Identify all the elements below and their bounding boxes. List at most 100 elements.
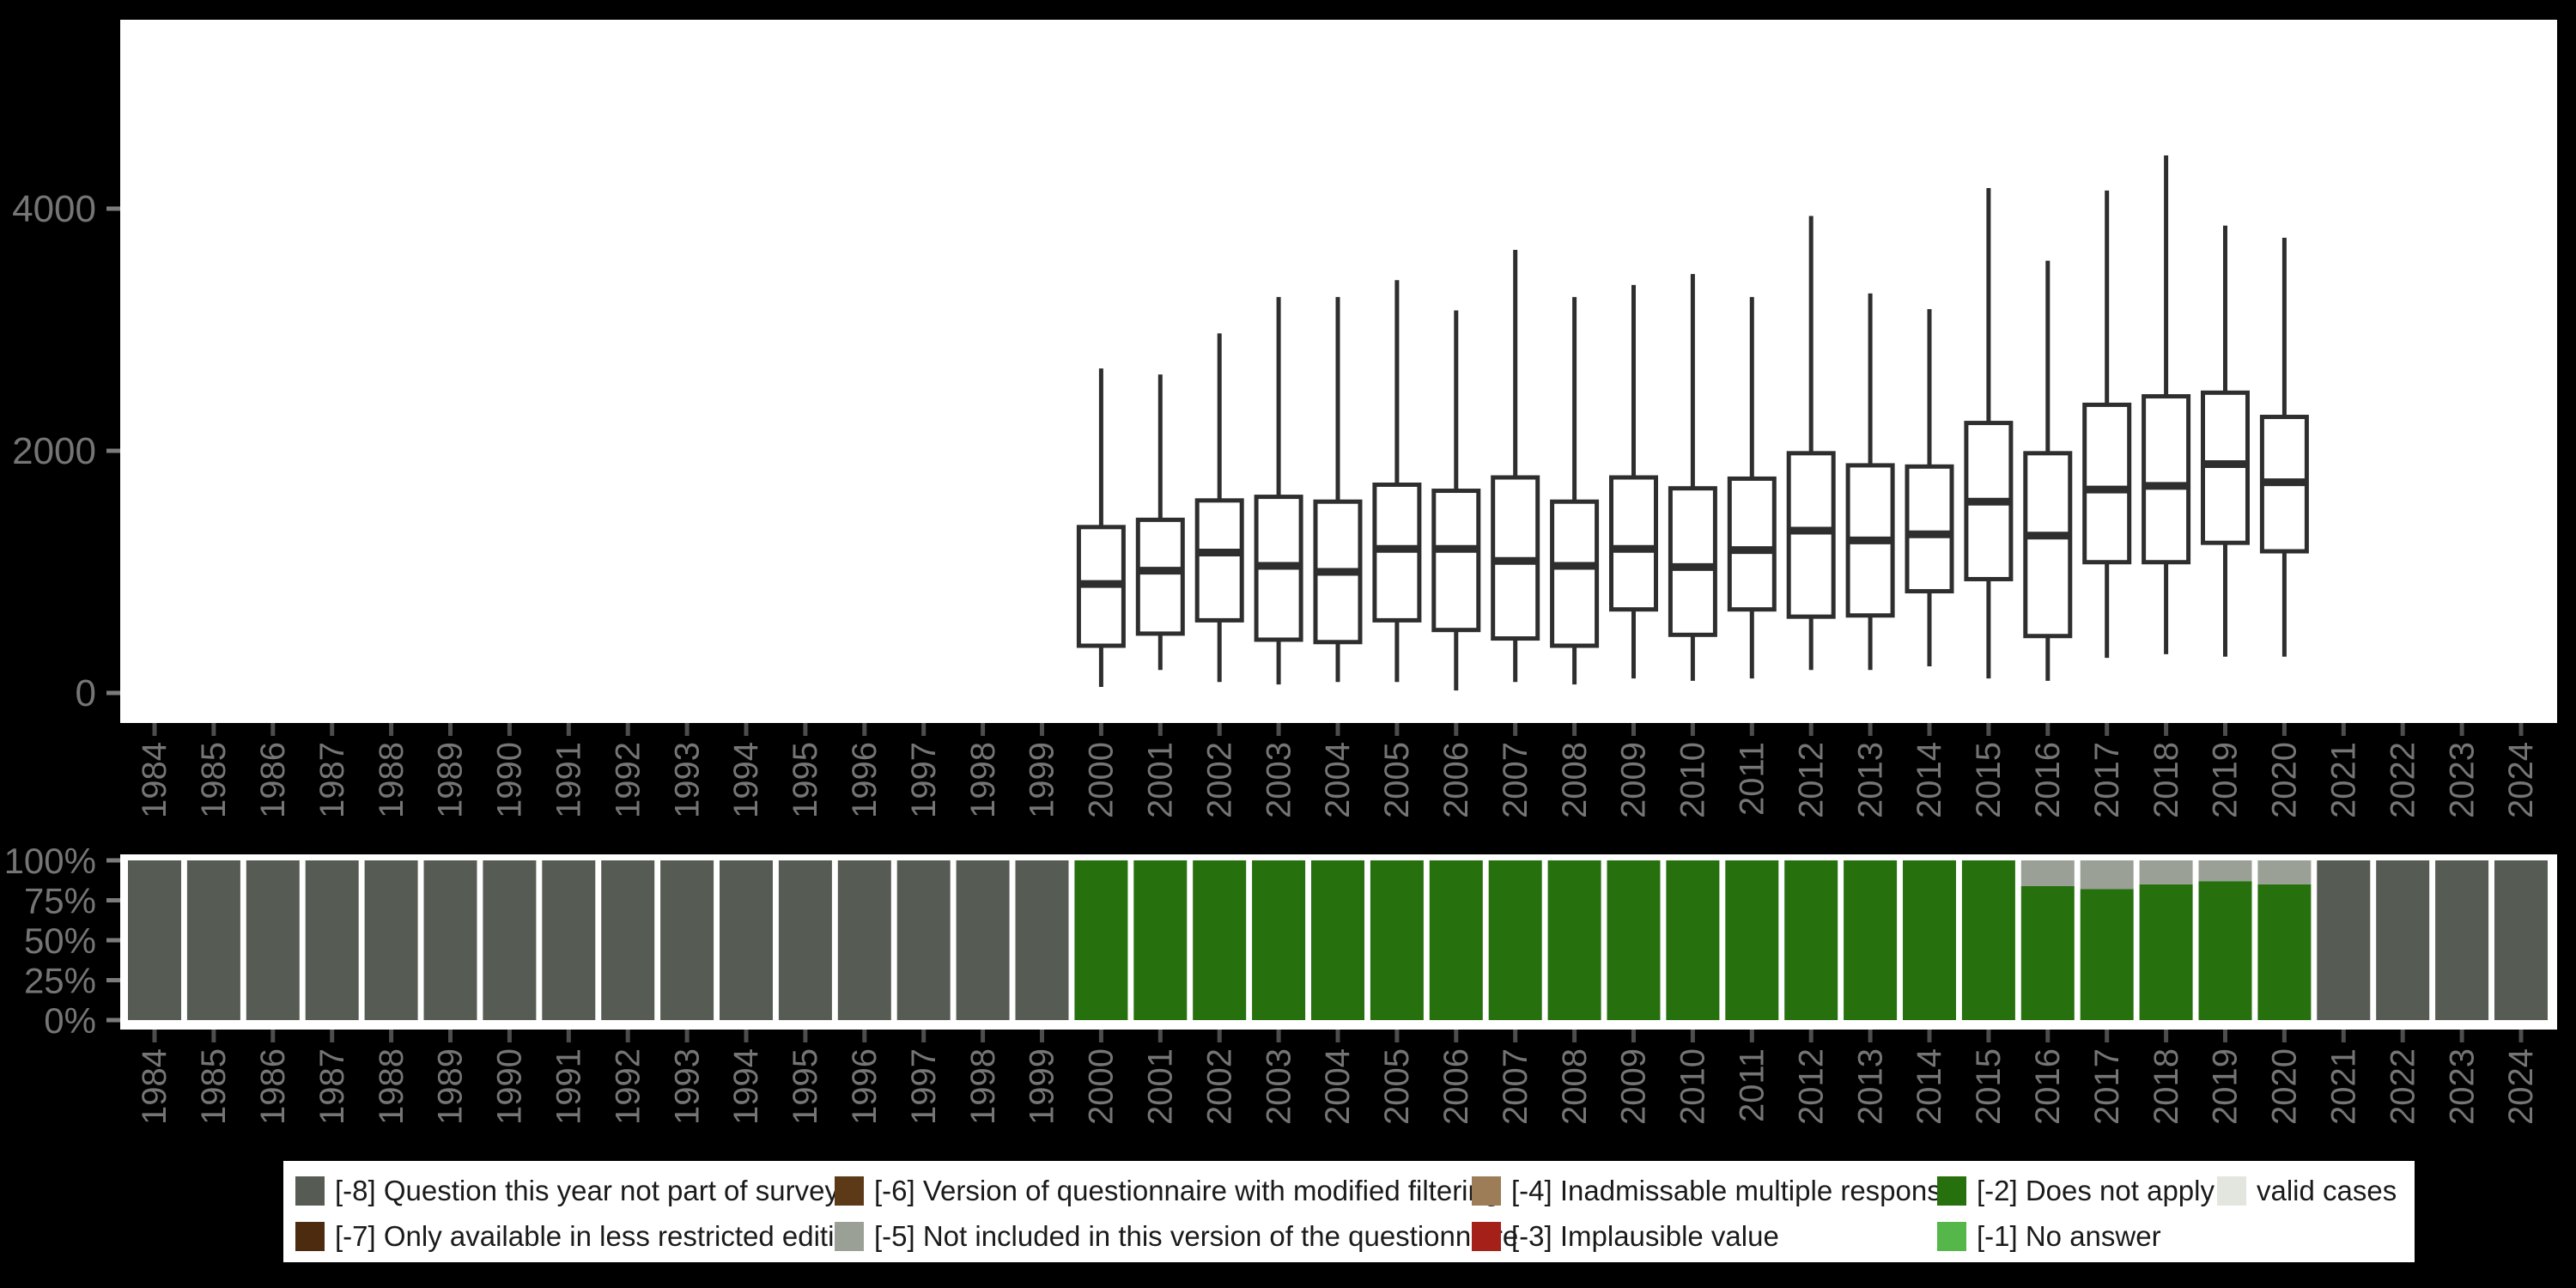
- y-tick-label: 25%: [24, 961, 96, 1001]
- bar-2022: [2376, 860, 2430, 1020]
- iqr-box: [1905, 464, 1954, 594]
- bar-1998: [956, 860, 1010, 1020]
- bar-2000: [1074, 860, 1128, 1020]
- bar-segment-2016--5: [2020, 860, 2075, 886]
- bar-segment-2009--2: [1607, 860, 1661, 1020]
- boxplot-2016: [2023, 260, 2073, 681]
- x-tick-label-2012: 2012: [1792, 1048, 1830, 1125]
- iqr-box: [1431, 489, 1481, 633]
- iqr-box: [2082, 402, 2132, 565]
- bar-1985: [186, 860, 240, 1020]
- bar-segment-1986--8: [246, 860, 300, 1020]
- boxplot-2018: [2142, 155, 2191, 654]
- bar-1984: [128, 860, 181, 1020]
- boxplot-2017: [2082, 190, 2132, 659]
- x-tick-label-1994: 1994: [727, 742, 765, 818]
- legend-swatch--1: [1937, 1222, 1966, 1251]
- x-tick-label-2024: 2024: [2502, 742, 2540, 818]
- boxplot-2007: [1491, 249, 1540, 683]
- bar-segment-1997--8: [896, 860, 951, 1020]
- x-tick-label-2013: 2013: [1851, 742, 1889, 818]
- bar-1993: [660, 860, 714, 1020]
- x-tick-label-2006: 2006: [1437, 1048, 1475, 1125]
- legend-label--4: [-4] Inadmissable multiple response: [1511, 1175, 1958, 1206]
- x-tick-label-2000: 2000: [1083, 1048, 1121, 1125]
- iqr-box: [1609, 475, 1658, 612]
- x-tick-label-2001: 2001: [1142, 1048, 1180, 1125]
- legend-label--3: [-3] Implausible value: [1511, 1220, 1779, 1252]
- x-tick-label-2016: 2016: [2029, 742, 2067, 818]
- bar-segment-2018--2: [2139, 884, 2193, 1020]
- bar-segment-2019--2: [2198, 881, 2252, 1020]
- legend-label--2: [-2] Does not apply: [1977, 1175, 2215, 1206]
- x-tick-label-2024: 2024: [2502, 1048, 2540, 1125]
- legend-label--5: [-5] Not included in this version of the…: [874, 1220, 1519, 1252]
- bar-segment-1988--8: [364, 860, 418, 1020]
- legend-label--7: [-7] Only available in less restricted e…: [335, 1220, 866, 1252]
- x-tick-label-2018: 2018: [2148, 1048, 2185, 1125]
- x-tick-label-2023: 2023: [2443, 1048, 2481, 1125]
- x-tick-label-1990: 1990: [491, 1048, 529, 1125]
- bar-segment-2017--5: [2080, 860, 2134, 890]
- bar-segment-1999--8: [1015, 860, 1069, 1020]
- x-tick-label-2005: 2005: [1378, 742, 1416, 818]
- x-tick-label-2022: 2022: [2384, 742, 2421, 818]
- x-tick-label-2012: 2012: [1792, 742, 1830, 818]
- boxplot-2020: [2259, 237, 2309, 657]
- bar-2017: [2080, 860, 2134, 1020]
- x-tick-label-1999: 1999: [1024, 1048, 1061, 1125]
- bar-2015: [1961, 860, 2015, 1020]
- bar-1994: [720, 860, 773, 1020]
- bar-segment-2012--2: [1784, 860, 1838, 1020]
- bar-segment-2021--8: [2317, 860, 2371, 1020]
- bar-2007: [1488, 860, 1542, 1020]
- bar-2016: [2020, 860, 2075, 1020]
- boxplot-2009: [1609, 284, 1658, 679]
- bar-segment-2002--2: [1193, 860, 1247, 1020]
- bar-segment-2015--2: [1961, 860, 2015, 1020]
- bar-segment-1994--8: [720, 860, 773, 1020]
- x-tick-label-2009: 2009: [1615, 1048, 1653, 1125]
- bar-2019: [2198, 860, 2252, 1020]
- x-tick-label-1993: 1993: [668, 1048, 706, 1125]
- x-tick-label-1990: 1990: [491, 742, 529, 818]
- bar-2021: [2317, 860, 2371, 1020]
- bar-1997: [896, 860, 951, 1020]
- bar-2004: [1311, 860, 1364, 1020]
- x-tick-label-1997: 1997: [905, 1048, 943, 1125]
- legend-swatch--5: [835, 1222, 864, 1251]
- bar-segment-2003--2: [1252, 860, 1306, 1020]
- bar-segment-1996--8: [837, 860, 891, 1020]
- bar-segment-2004--2: [1311, 860, 1364, 1020]
- bar-segment-2005--2: [1370, 860, 1424, 1020]
- y-tick-label: 50%: [24, 920, 96, 961]
- iqr-box: [1550, 499, 1600, 648]
- legend-swatch--7: [295, 1222, 325, 1251]
- bar-segment-2007--2: [1488, 860, 1542, 1020]
- bar-2024: [2494, 860, 2548, 1020]
- x-tick-label-1993: 1993: [668, 742, 706, 818]
- boxplot-2002: [1194, 333, 1244, 683]
- x-tick-label-1994: 1994: [727, 1048, 765, 1125]
- bar-segment-2016--2: [2020, 885, 2075, 1020]
- bar-2005: [1370, 860, 1424, 1020]
- boxplot-2008: [1550, 296, 1600, 685]
- legend-swatch--8: [295, 1176, 325, 1206]
- x-tick-label-2017: 2017: [2088, 742, 2126, 818]
- bar-2002: [1193, 860, 1247, 1020]
- x-tick-label-2009: 2009: [1615, 742, 1653, 818]
- boxplot-2014: [1905, 309, 1954, 666]
- x-tick-label-1991: 1991: [550, 742, 588, 818]
- legend-label-valid: valid cases: [2257, 1175, 2397, 1206]
- bar-segment-1992--8: [601, 860, 655, 1020]
- x-tick-label-2017: 2017: [2088, 1048, 2126, 1125]
- y-tick-label: 75%: [24, 881, 96, 921]
- bar-segment-2019--5: [2198, 860, 2252, 882]
- missing-values-bar-chart: 0%25%50%75%100% 1984 1985 1986 1987 1988 1989 1…: [4, 841, 2548, 1125]
- boxplot-2005: [1372, 280, 1422, 683]
- x-tick-label-2019: 2019: [2207, 1048, 2245, 1125]
- legend-swatch--2: [1937, 1176, 1966, 1206]
- x-tick-label-1997: 1997: [905, 742, 943, 818]
- bar-segment-2014--2: [1903, 860, 1956, 1020]
